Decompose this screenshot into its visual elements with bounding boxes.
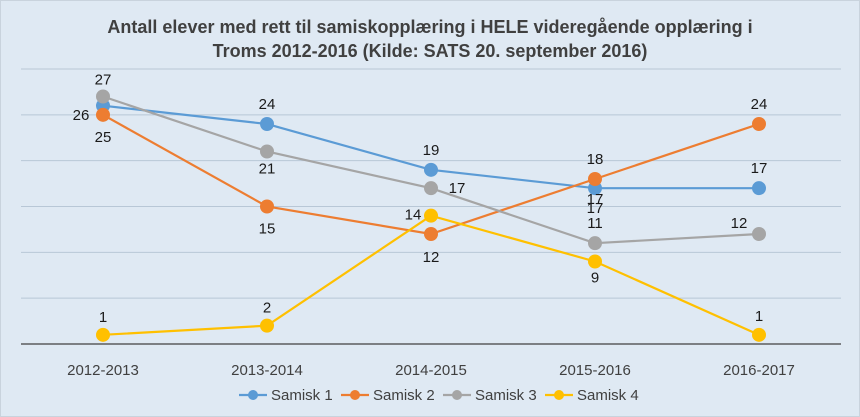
legend-label: Samisk 2 bbox=[373, 387, 435, 404]
data-label: 17 bbox=[449, 180, 466, 197]
data-point bbox=[752, 227, 766, 241]
data-point bbox=[260, 144, 274, 159]
legend-swatch-marker bbox=[452, 390, 462, 400]
data-point bbox=[424, 181, 438, 196]
data-point bbox=[260, 117, 274, 131]
data-label: 21 bbox=[259, 161, 276, 178]
data-label: 2 bbox=[263, 300, 271, 317]
chart-title-line-2: Troms 2012-2016 (Kilde: SATS 20. septemb… bbox=[213, 41, 648, 61]
data-label: 17 bbox=[587, 200, 604, 217]
data-point bbox=[260, 318, 274, 333]
data-label: 11 bbox=[587, 215, 603, 232]
data-point bbox=[424, 162, 438, 177]
data-point bbox=[96, 107, 110, 122]
x-tick-label: 2015-2016 bbox=[559, 362, 631, 379]
x-axis-tick-labels: 2012-2013 2013-2014 2014-2015 2015-2016 2016… bbox=[67, 362, 795, 379]
data-label: 24 bbox=[259, 96, 276, 113]
data-label: 1 bbox=[755, 308, 763, 325]
x-tick-label: 2012-2013 bbox=[67, 362, 139, 379]
data-point bbox=[588, 172, 602, 186]
x-tick-label: 2013-2014 bbox=[231, 362, 303, 379]
data-label: 17 bbox=[587, 191, 604, 208]
data-point bbox=[752, 117, 766, 131]
legend-swatch-marker bbox=[350, 390, 360, 400]
data-label: 27 bbox=[95, 72, 112, 89]
legend-label: Samisk 3 bbox=[475, 387, 537, 404]
legend-swatch-marker bbox=[554, 390, 564, 400]
x-tick-label: 2014-2015 bbox=[395, 362, 467, 379]
chart-title-line-1: Antall elever med rett til samiskopplæri… bbox=[107, 17, 752, 37]
data-label: 15 bbox=[259, 221, 276, 238]
legend: Samisk 1 Samisk 2 Samisk 3 Samisk 4 bbox=[239, 387, 639, 404]
data-label: 17 bbox=[751, 160, 768, 177]
data-label: 25 bbox=[95, 129, 112, 146]
series-markers bbox=[96, 89, 766, 342]
data-point bbox=[424, 208, 438, 223]
data-point bbox=[588, 254, 602, 269]
data-label: 19 bbox=[423, 142, 440, 159]
data-point bbox=[96, 89, 110, 104]
data-label: 9 bbox=[591, 270, 599, 287]
legend-swatch-marker bbox=[248, 390, 258, 400]
data-label: 12 bbox=[423, 249, 440, 266]
legend-label: Samisk 1 bbox=[271, 387, 333, 404]
data-label: 24 bbox=[751, 96, 768, 113]
data-label: 26 bbox=[73, 107, 90, 124]
x-tick-label: 2016-2017 bbox=[723, 362, 795, 379]
data-label: 1 bbox=[99, 309, 107, 326]
data-point bbox=[588, 236, 602, 251]
legend-label: Samisk 4 bbox=[577, 387, 639, 404]
data-label: 12 bbox=[731, 215, 748, 232]
data-point bbox=[260, 199, 274, 214]
data-point bbox=[424, 227, 438, 241]
data-point bbox=[752, 181, 766, 196]
data-point bbox=[96, 327, 110, 342]
data-label: 14 bbox=[405, 207, 422, 224]
data-point bbox=[752, 327, 766, 342]
data-label: 18 bbox=[587, 151, 604, 168]
